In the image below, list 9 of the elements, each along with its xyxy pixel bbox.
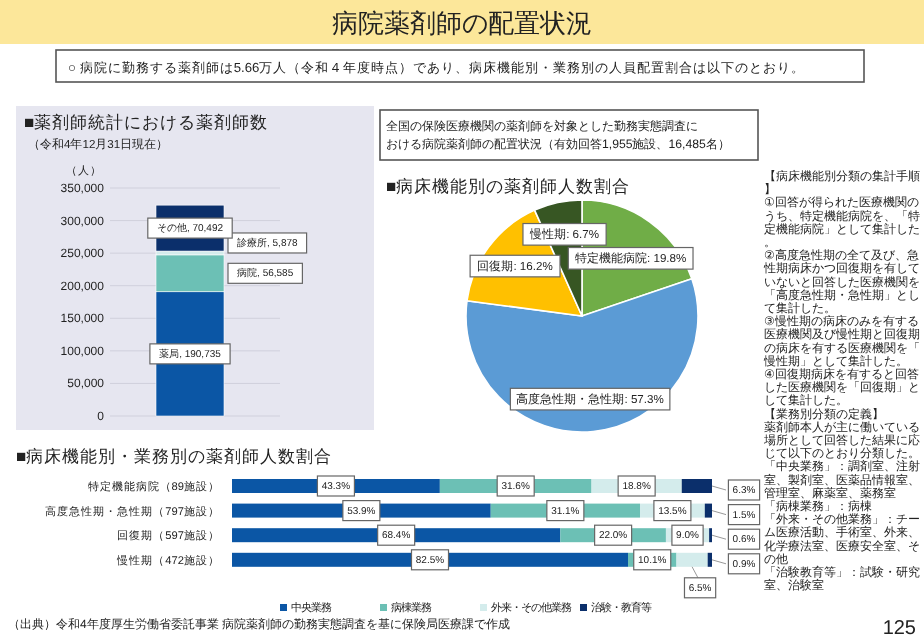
bar bbox=[681, 479, 712, 493]
text: 病院薬剤師の配置状況 bbox=[332, 8, 592, 38]
chart-title: ■薬剤師統計における薬剤師数 bbox=[24, 112, 269, 132]
bar bbox=[676, 552, 708, 567]
text: 125 bbox=[882, 618, 917, 640]
bar bbox=[704, 503, 712, 518]
bar bbox=[232, 552, 628, 567]
chart-title: ■病床機能別の薬剤師人数割合 bbox=[386, 176, 631, 196]
chart-title: ■病床機能別・業務別の薬剤師人数割合 bbox=[16, 446, 333, 466]
